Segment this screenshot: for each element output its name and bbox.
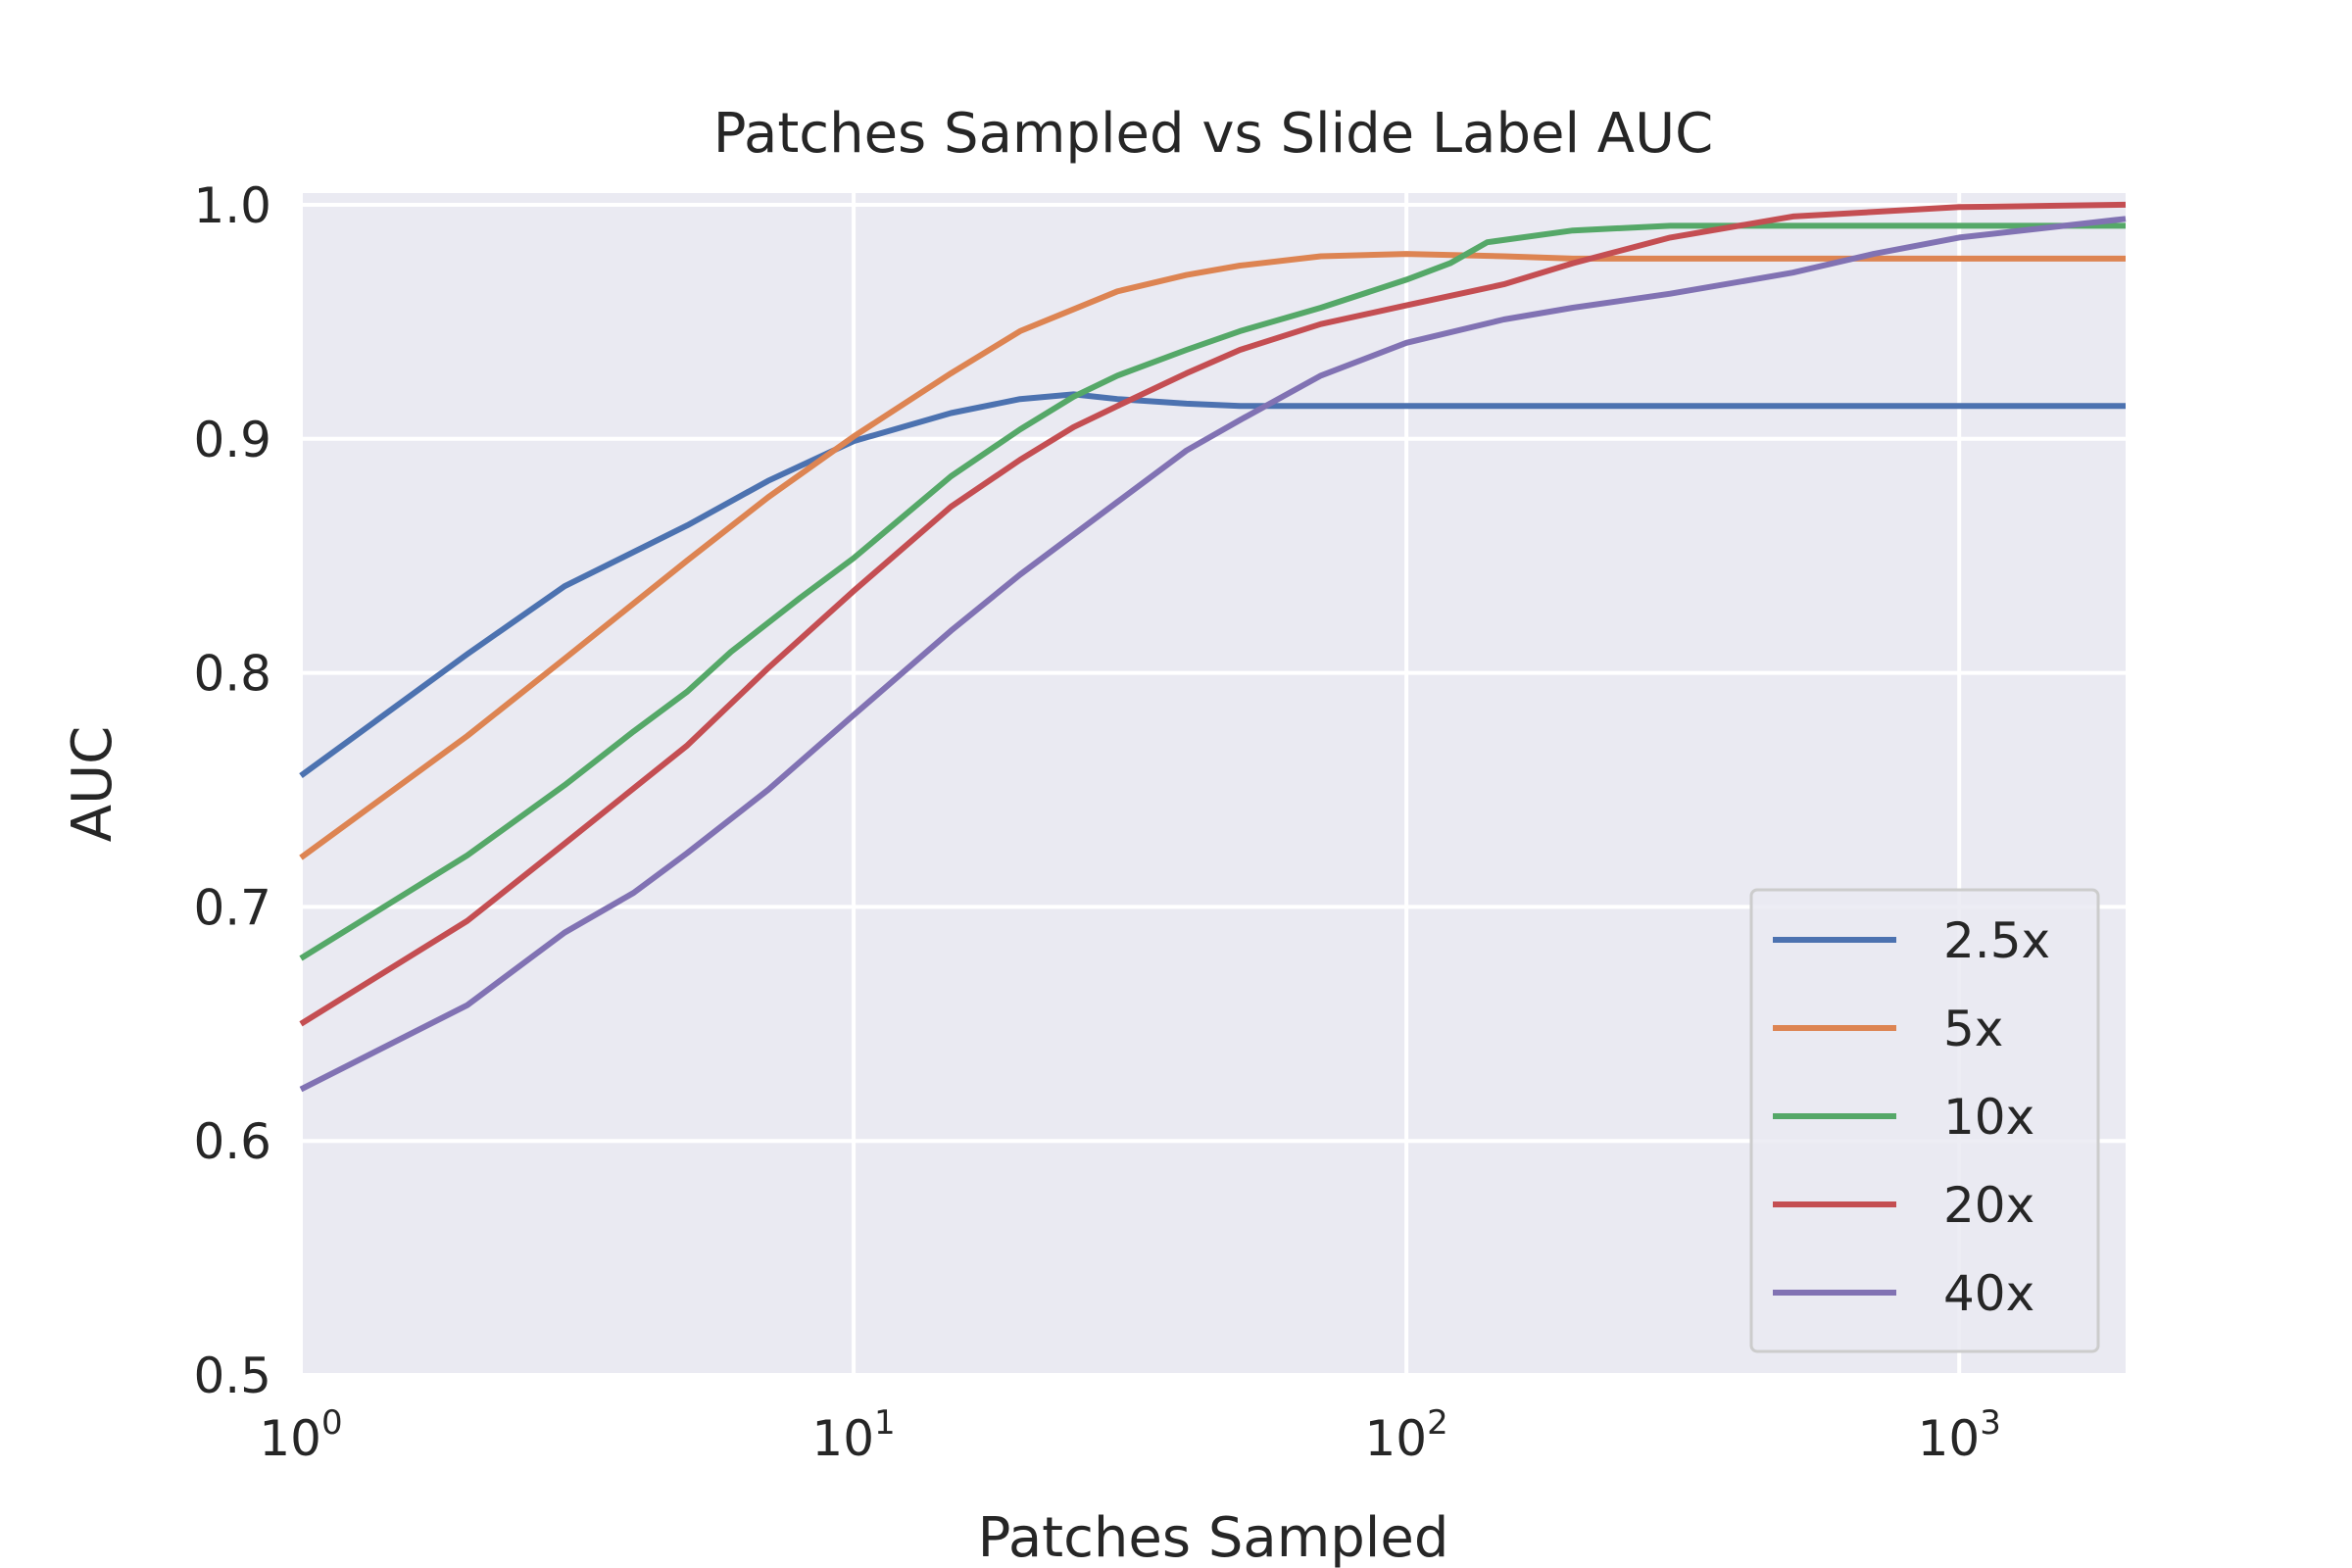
series-lines [299,201,2127,1093]
x-axis-label: Patches Sampled [978,1506,1449,1568]
x-tick-label-3: 103 [1918,1403,2001,1467]
x-tick-labels: 100 101 102 103 [259,1403,2000,1467]
series-line-40x [299,216,2127,1093]
legend-box [1749,888,2100,1353]
legend-label-5x: 5x [1943,1001,2003,1057]
y-tick-label-4: 0.9 [193,412,271,468]
legend-label-40x: 40x [1943,1265,2034,1322]
legend-label-20x: 20x [1943,1177,2034,1234]
y-tick-label-3: 0.8 [193,646,271,703]
x-tick-label-0: 100 [259,1403,342,1467]
x-tick-label-1: 101 [811,1403,895,1467]
y-axis-label: AUC [61,726,124,842]
legend-label-10x: 10x [1943,1089,2034,1146]
series-line-5x [299,251,2126,860]
x-tick-label-2: 102 [1364,1403,1447,1467]
y-tick-label-1: 0.6 [193,1113,271,1170]
series-line-20x [299,201,2127,1027]
y-tick-label-5: 1.0 [193,177,271,234]
y-tick-labels: 0.5 0.6 0.7 0.8 0.9 1.0 [193,177,271,1404]
series-line-10x [299,222,2126,961]
y-tick-label-2: 0.7 [193,879,271,936]
legend-label-2.5x: 2.5x [1943,912,2050,969]
chart-title: Patches Sampled vs Slide Label AUC [713,102,1713,166]
legend: 2.5x 5x 10x 20x 40x [1749,888,2100,1353]
y-tick-label-0: 0.5 [193,1348,271,1404]
